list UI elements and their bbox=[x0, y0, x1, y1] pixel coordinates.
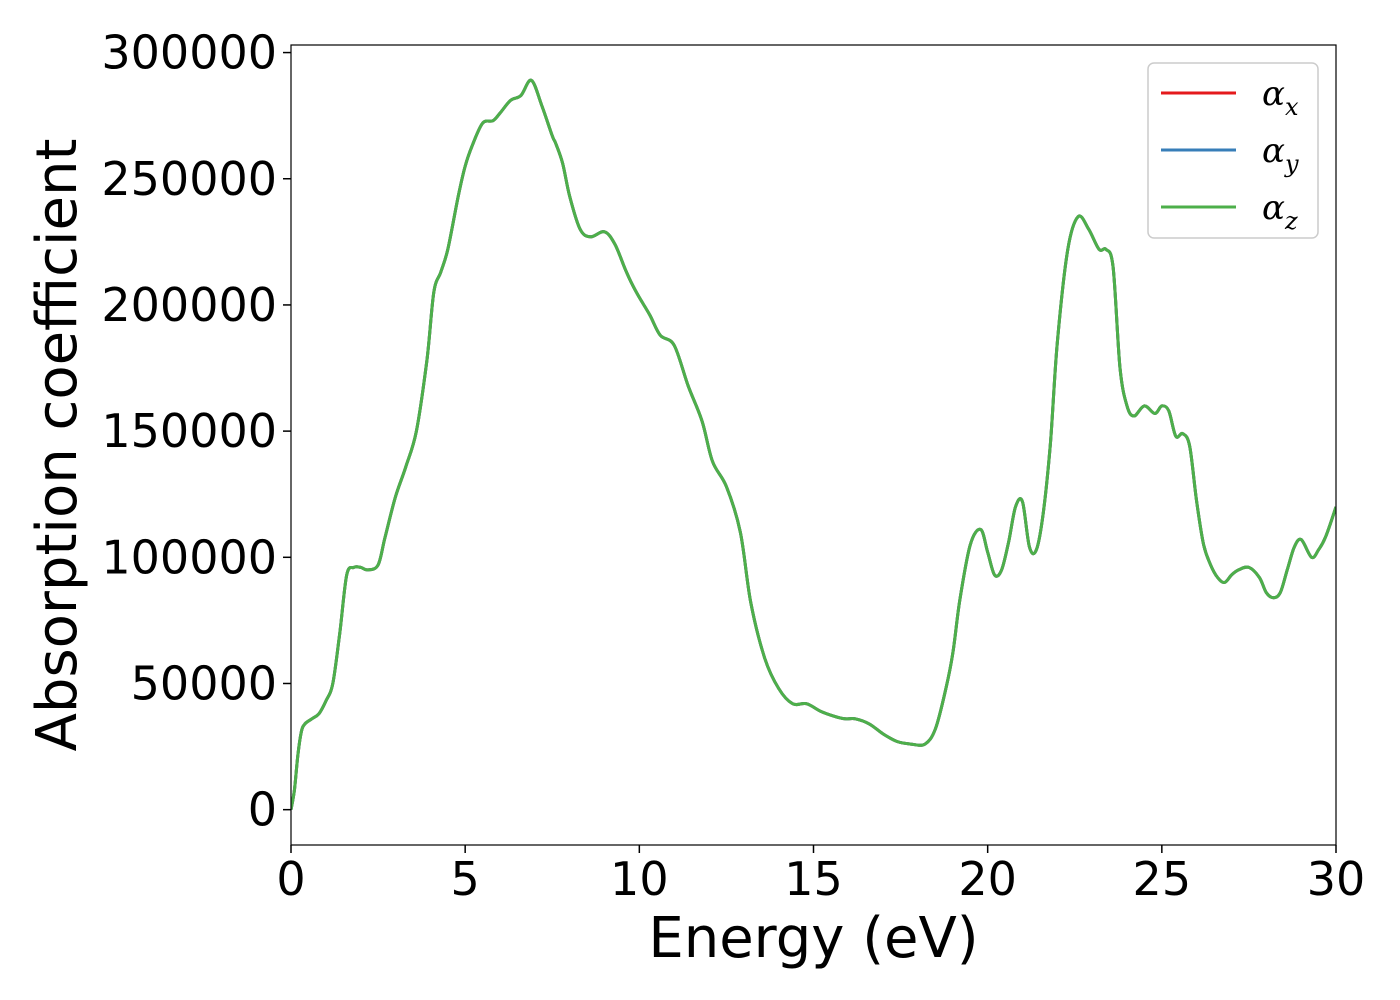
y-tick-label: 200000 bbox=[101, 278, 277, 332]
legend: αx αy αz bbox=[1147, 62, 1319, 239]
y-axis-ticks: 0 50000 100000 150000 200000 250000 300000 bbox=[101, 26, 291, 837]
y-axis-label: Absorption coefficient bbox=[25, 139, 90, 752]
legend-label-z: αz bbox=[1262, 188, 1298, 235]
y-tick-label: 250000 bbox=[101, 152, 277, 206]
x-tick-label: 5 bbox=[451, 852, 480, 906]
series-line-z bbox=[291, 78, 1336, 810]
x-tick-label: 10 bbox=[610, 852, 669, 906]
legend-label-y: αy bbox=[1262, 131, 1299, 178]
x-tick-label: 30 bbox=[1307, 852, 1366, 906]
y-tick-label: 100000 bbox=[101, 530, 277, 584]
y-tick-label: 0 bbox=[248, 783, 277, 837]
x-axis-label: Energy (eV) bbox=[648, 906, 978, 971]
y-tick-label: 150000 bbox=[101, 404, 277, 458]
x-tick-label: 20 bbox=[958, 852, 1017, 906]
x-tick-label: 0 bbox=[276, 852, 305, 906]
y-tick-label: 300000 bbox=[101, 26, 277, 80]
x-tick-label: 25 bbox=[1133, 852, 1192, 906]
x-tick-label: 15 bbox=[784, 852, 843, 906]
x-axis-ticks: 0 5 10 15 20 25 30 bbox=[276, 845, 1365, 906]
y-tick-label: 50000 bbox=[131, 656, 277, 710]
legend-label-x: αx bbox=[1262, 74, 1299, 121]
plot-lines bbox=[291, 78, 1336, 810]
